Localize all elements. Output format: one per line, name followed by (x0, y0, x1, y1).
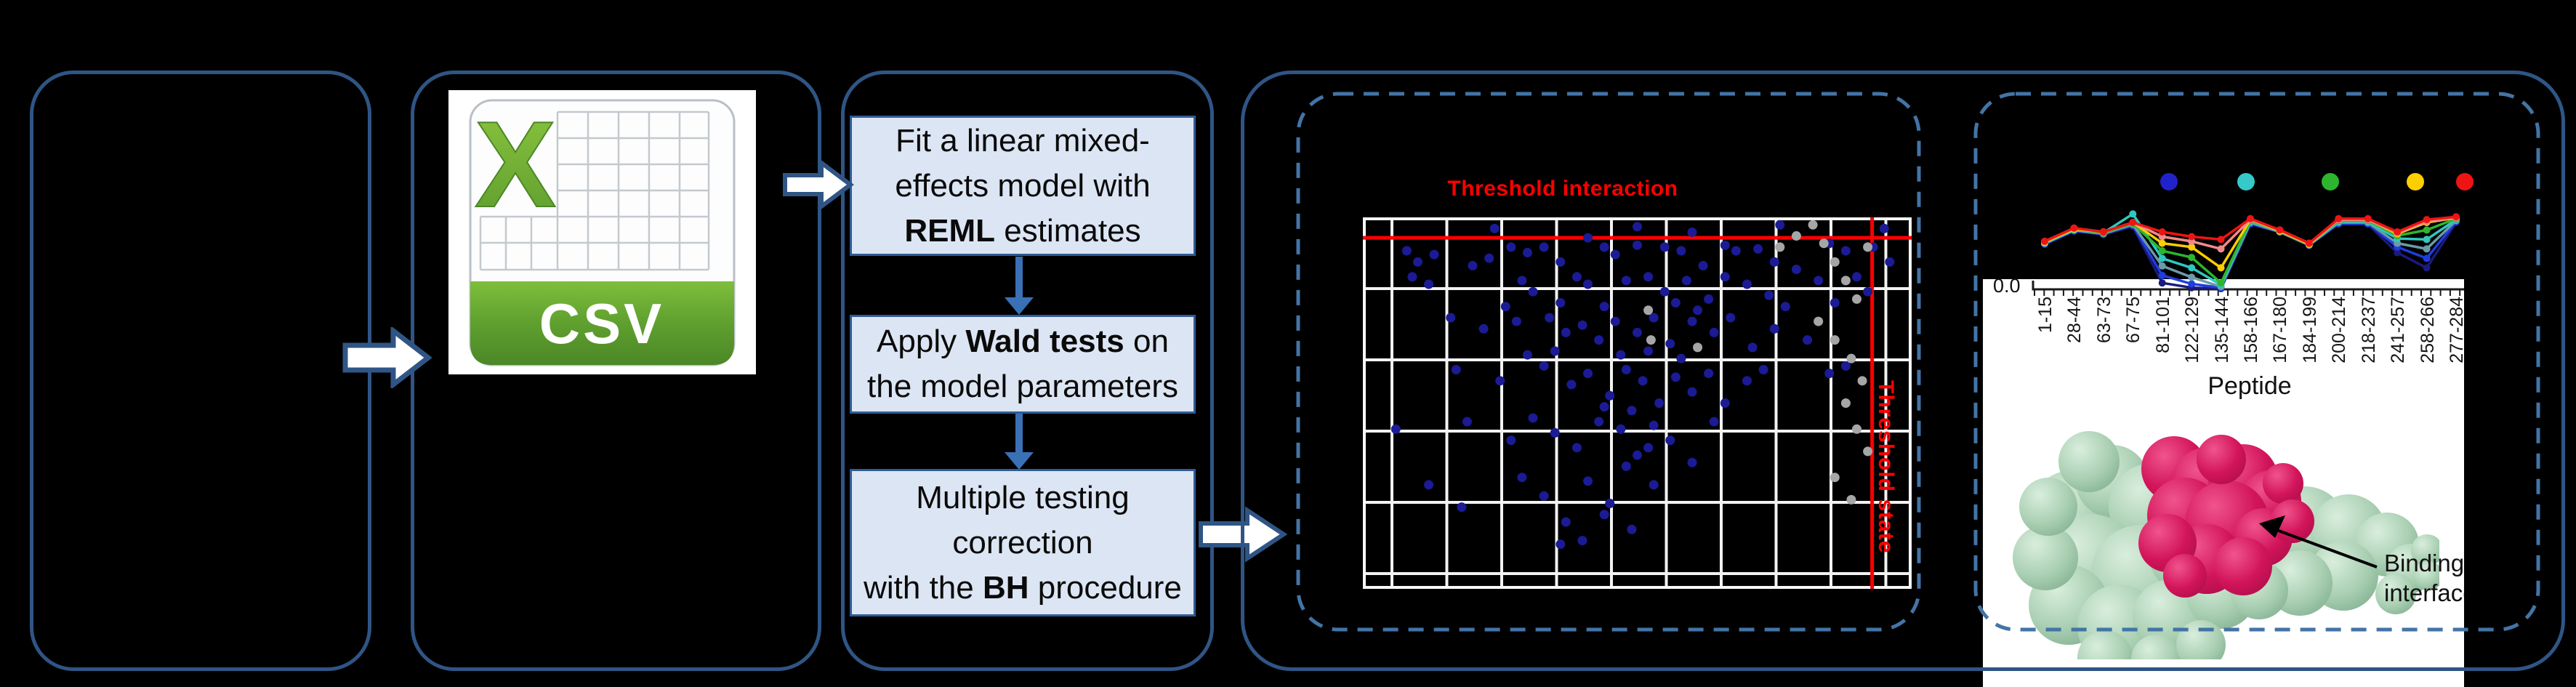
flow-step-line: Multiple testing (916, 479, 1130, 515)
csv-file-icon: X CSV (469, 95, 736, 366)
flow-step-fit-model: Fit a linear mixed-effects model with REM… (850, 116, 1196, 256)
csv-file-image: X CSV (448, 90, 756, 374)
flow-step-line: correction (952, 524, 1093, 561)
flow-step-line: the model parameters (867, 369, 1178, 404)
flow-step-text: Multiple testing correction with the BH pr… (852, 475, 1194, 611)
down-arrow-2 (1005, 413, 1034, 470)
down-arrow-1 (1005, 257, 1034, 315)
flow-step-line: Fit a linear mixed- (895, 122, 1150, 158)
flow-step-line: with the BH procedure (864, 569, 1182, 606)
flow-step-line: Apply Wald tests on (877, 324, 1169, 359)
flow-step-wald-tests: Apply Wald tests on the model parameters (850, 315, 1196, 414)
flow-step-line: effects model with (895, 167, 1151, 204)
panel-input-data (30, 71, 371, 671)
arrow-input-to-csv (342, 327, 432, 388)
flow-step-bh-correction: Multiple testing correction with the BH pr… (850, 469, 1196, 616)
excel-x-glyph: X (475, 96, 556, 233)
panel-results-container (1241, 71, 2565, 671)
spreadsheet-grid (479, 111, 710, 271)
arrow-csv-to-model (783, 159, 854, 210)
csv-banner (470, 281, 734, 365)
flow-step-line: REML estimates (904, 212, 1141, 249)
flow-step-text: Fit a linear mixed-effects model with REM… (852, 118, 1194, 254)
flow-step-text: Apply Wald tests on the model parameters (852, 319, 1194, 409)
panel-statistical-model (841, 71, 1214, 671)
csv-banner-label: CSV (539, 292, 664, 355)
